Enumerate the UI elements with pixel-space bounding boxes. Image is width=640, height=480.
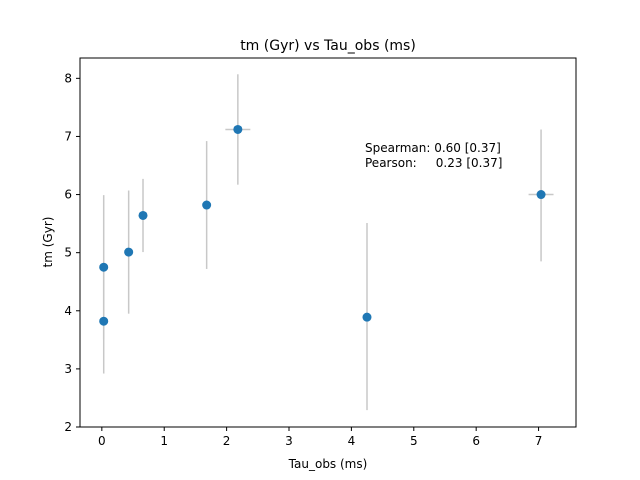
axes-frame [79, 57, 577, 428]
x-tick-label: 2 [223, 434, 231, 448]
y-tick-label: 3 [64, 362, 72, 376]
data-points [99, 124, 546, 326]
x-tick-label: 3 [285, 434, 293, 448]
x-tick-label: 5 [410, 434, 418, 448]
y-tick-label: 4 [64, 304, 72, 318]
x-tick-label: 6 [472, 434, 480, 448]
x-axis-label: Tau_obs (ms) [288, 457, 368, 471]
y-tick-label: 8 [64, 71, 72, 85]
chart-title: tm (Gyr) vs Tau_obs (ms) [240, 38, 416, 54]
y-tick-label: 7 [64, 129, 72, 143]
y-axis-label: tm (Gyr) [41, 217, 55, 268]
data-point [202, 200, 212, 210]
annotation-pearson: Pearson: 0.23 [0.37] [365, 156, 502, 170]
y-tick-label: 2 [64, 420, 72, 434]
x-tick-label: 0 [98, 434, 106, 448]
data-point [536, 190, 546, 200]
annotation-spearman: Spearman: 0.60 [0.37] [365, 141, 501, 155]
annotations: Spearman: 0.60 [0.37] Pearson: 0.23 [0.3… [365, 141, 502, 170]
data-point [362, 312, 372, 322]
x-tick-label: 4 [348, 434, 356, 448]
x-tick-label: 1 [160, 434, 168, 448]
data-point [99, 262, 109, 272]
data-point [99, 316, 109, 326]
data-point [138, 210, 148, 220]
y-tick-label: 6 [64, 188, 72, 202]
y-tick-label: 5 [64, 246, 72, 260]
x-axis-ticks: 0 1 2 3 4 5 6 7 [98, 427, 542, 448]
x-tick-label: 7 [535, 434, 543, 448]
y-axis-ticks: 2 3 4 5 6 7 8 [64, 71, 80, 434]
data-point [124, 247, 134, 257]
data-point [233, 124, 243, 134]
